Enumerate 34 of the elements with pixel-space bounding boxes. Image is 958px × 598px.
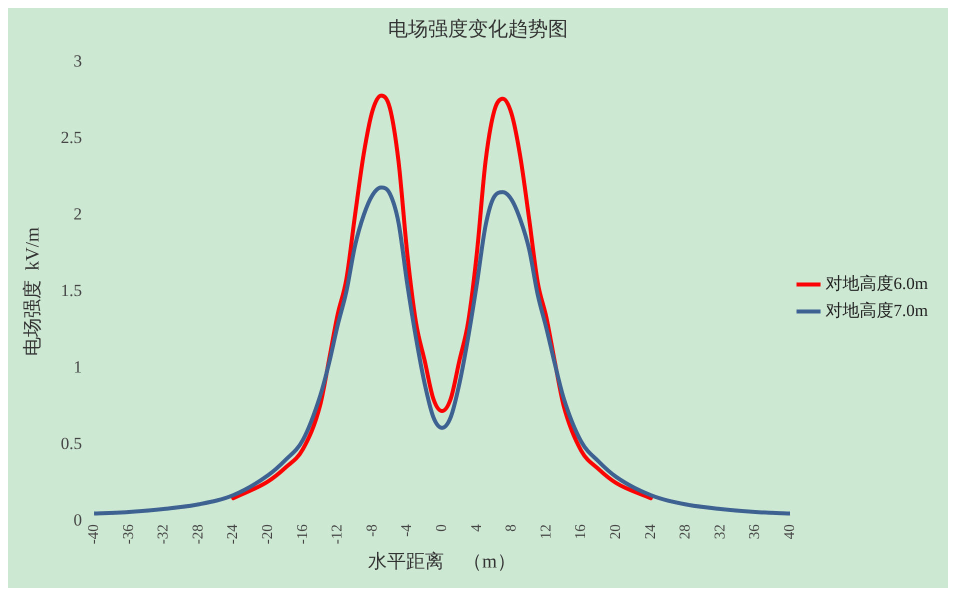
x-tick-label: -16 — [294, 524, 311, 544]
x-tick-label: -36 — [120, 524, 137, 544]
x-tick-label: 36 — [747, 524, 764, 540]
x-tick-label: 4 — [468, 524, 485, 532]
x-tick-label: 32 — [712, 524, 728, 540]
x-tick-label: 28 — [678, 524, 694, 540]
y-tick-label: 1 — [74, 358, 82, 377]
x-axis-title: 水平距离 （m） — [368, 550, 516, 573]
x-tick-label: 0 — [434, 524, 450, 532]
x-tick-label: -40 — [86, 524, 102, 544]
y-tick-label: 3 — [74, 51, 82, 70]
line-series — [94, 186, 790, 516]
y-tick-label: 2 — [74, 204, 82, 224]
x-tick-label: -4 — [399, 524, 416, 537]
x-tick-label: 16 — [573, 524, 590, 540]
legend-label: 对地高度6.0m — [826, 274, 928, 293]
x-tick-label: -24 — [225, 524, 242, 544]
y-axis-title: 电场强度 kV/m — [21, 226, 44, 356]
x-tick-label: -8 — [364, 524, 380, 537]
x-tick-label: 8 — [504, 524, 520, 532]
x-tick-label: -28 — [190, 524, 206, 544]
y-tick-label: 2.5 — [60, 128, 82, 148]
x-tick-label: 40 — [782, 524, 798, 540]
x-tick-label: -12 — [330, 524, 346, 544]
x-tick-label: 12 — [538, 524, 554, 540]
chart-title: 电场强度变化趋势图 — [388, 18, 568, 40]
x-tick-label: -20 — [260, 524, 276, 544]
x-tick-label: 20 — [608, 524, 624, 540]
x-tick-label: 24 — [642, 524, 659, 540]
y-tick-label: 1.5 — [60, 281, 82, 300]
x-tick-label: -32 — [156, 524, 172, 544]
y-tick-label: 0.5 — [60, 434, 82, 454]
legend-label: 对地高度7.0m — [826, 300, 928, 320]
line-series — [231, 94, 653, 500]
